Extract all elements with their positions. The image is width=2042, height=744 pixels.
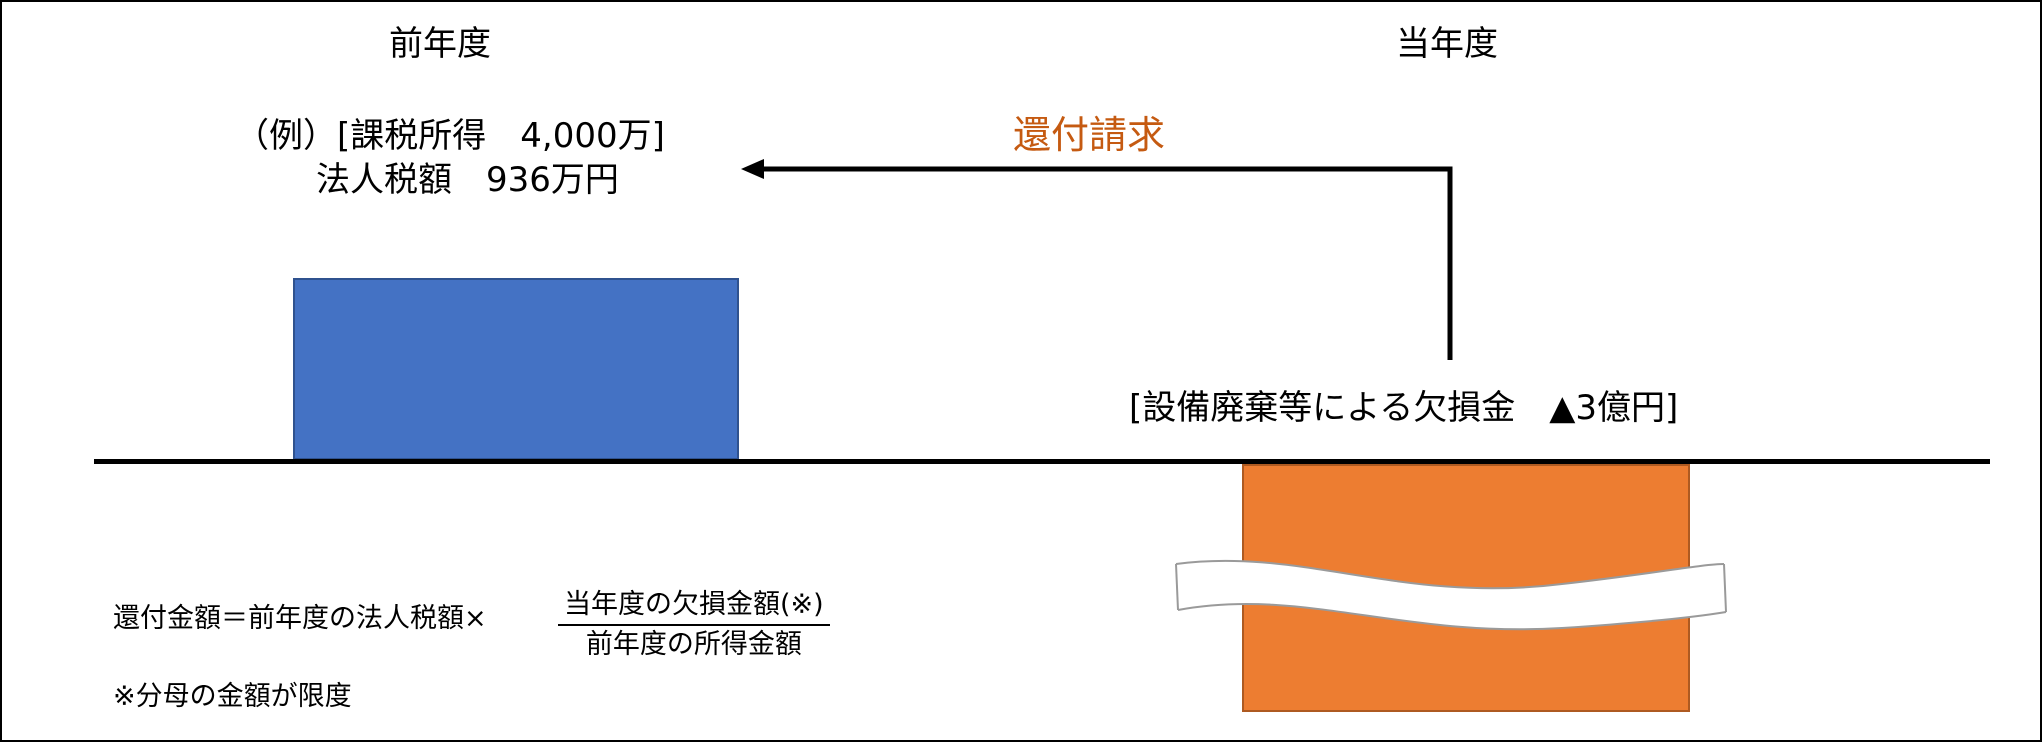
limit-note: ※分母の金額が限度 [113,681,352,712]
wave-break-left-edge [1175,563,1179,611]
refund-claim-arrowhead [741,159,764,179]
previous-year-income-bar [293,278,739,460]
previous-year-label: 前年度 [389,24,491,64]
current-year-loss-bar [1242,464,1690,712]
refund-formula-lhs: 還付金額＝前年度の法人税額× [113,603,487,634]
example-corporate-tax: 法人税額 936万円 [316,160,619,200]
refund-claim-arrow [762,166,1453,360]
formula-numerator: 当年度の欠損金額(※) [558,588,830,626]
loss-amount-label: [設備廃棄等による欠損金 ▲3億円] [1129,388,1679,428]
current-year-label: 当年度 [1396,24,1498,64]
example-taxable-income: （例）[課税所得 4,000万] [235,116,665,156]
refund-claim-label: 還付請求 [1013,113,1166,157]
wave-break-right-edge [1723,563,1727,613]
refund-formula-fraction: 当年度の欠損金額(※) 前年度の所得金額 [558,588,830,662]
formula-denominator: 前年度の所得金額 [585,629,802,660]
baseline [94,459,1990,464]
